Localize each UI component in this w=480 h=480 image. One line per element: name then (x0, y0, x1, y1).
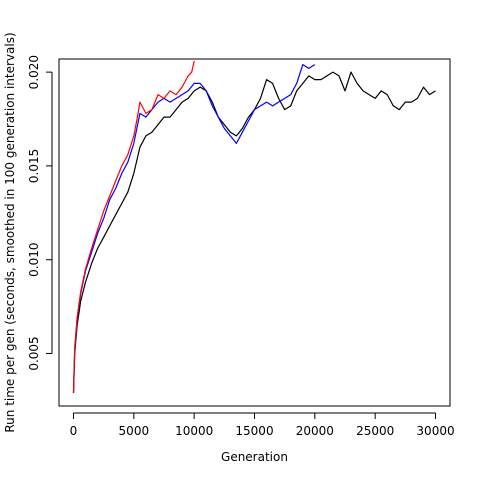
x-tick-label: 30000 (416, 424, 454, 438)
x-tick-label: 20000 (296, 424, 334, 438)
y-tick-label: 0.020 (27, 55, 41, 89)
x-tick-label: 0 (70, 424, 78, 438)
series-layer (72, 60, 436, 393)
x-tick-label: 10000 (175, 424, 213, 438)
y-tick-label: 0.015 (27, 149, 41, 183)
series-line-2 (72, 60, 195, 393)
y-tick-label: 0.005 (27, 336, 41, 370)
series-line-1 (72, 63, 316, 393)
x-axis-label: Generation (221, 450, 288, 464)
x-tick-label: 15000 (235, 424, 273, 438)
plot-box (58, 58, 451, 407)
x-tick-label: 25000 (356, 424, 394, 438)
x-tick-label: 5000 (119, 424, 150, 438)
x-axis: 0 5000 10000 15000 20000 25000 30000 (70, 412, 455, 438)
y-axis-label: Run time per gen (seconds, smoothed in 1… (3, 32, 17, 432)
series-line-0 (72, 71, 436, 393)
y-tick-label: 0.010 (27, 243, 41, 277)
y-axis: 0.005 0.010 0.015 0.020 (27, 55, 53, 371)
